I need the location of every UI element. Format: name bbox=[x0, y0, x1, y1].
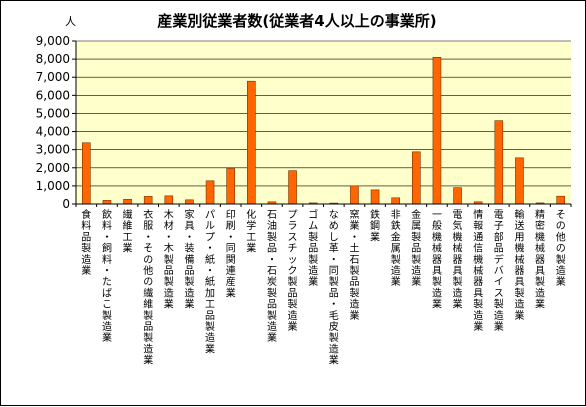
x-tick-label: 情報通信機械器具製造業 bbox=[473, 208, 483, 333]
y-tick-label: 7,000 bbox=[36, 70, 70, 84]
x-tick-label: 窯業・土石製品製造業 bbox=[349, 208, 359, 322]
y-tick-label: 8,000 bbox=[36, 52, 70, 66]
x-tick-label: ゴム製品製造業 bbox=[308, 208, 318, 288]
bar bbox=[185, 199, 194, 205]
y-tick-label: 6,000 bbox=[36, 88, 70, 102]
x-tick-label: なめし革・同製品・毛皮製造業 bbox=[329, 209, 339, 367]
y-tick-label: 3,000 bbox=[36, 143, 70, 157]
y-unit-label: 人 bbox=[65, 15, 76, 28]
x-tick-label: 家具・装備品製造業 bbox=[184, 208, 194, 311]
x-tick-label: 石油製品・石炭製品製造業 bbox=[267, 210, 277, 344]
bar bbox=[102, 200, 112, 205]
bar bbox=[82, 142, 91, 205]
x-tick-label: 食料品製造業 bbox=[81, 208, 91, 277]
x-tick-label: 電子部品デバイス製造業 bbox=[494, 209, 504, 333]
y-tick-label: 5,000 bbox=[36, 106, 70, 120]
bar bbox=[226, 168, 235, 205]
bar bbox=[247, 80, 256, 205]
x-tick-label: 輸送用機械器具製造業 bbox=[514, 208, 524, 322]
bar bbox=[205, 180, 215, 205]
x-tick-label: パルプ・紙・紙加工品製造業 bbox=[205, 209, 215, 355]
bar bbox=[350, 185, 359, 205]
bar bbox=[453, 187, 462, 205]
bar bbox=[515, 157, 524, 205]
x-tick-label: 衣服・その他の繊維製品製造業 bbox=[143, 208, 153, 367]
y-tick-label: 2,000 bbox=[36, 161, 70, 175]
bar bbox=[143, 196, 153, 205]
bar bbox=[288, 170, 297, 205]
x-tick-label: 金属製品製造業 bbox=[411, 208, 421, 288]
x-tick-label: その他の製造業 bbox=[556, 209, 566, 288]
bar bbox=[123, 198, 132, 205]
x-tick-label: 非鉄金属製造業 bbox=[391, 209, 401, 288]
bar bbox=[164, 195, 174, 205]
bar bbox=[412, 151, 421, 205]
x-tick-label: 印刷・同関連産業 bbox=[226, 209, 236, 299]
y-tick-label: 1,000 bbox=[36, 179, 70, 193]
x-tick-label: 繊維工業 bbox=[123, 208, 133, 255]
chart-title: 産業別従業者数(従業者4人以上の事業所) bbox=[157, 12, 436, 30]
bar bbox=[556, 195, 565, 205]
x-tick-label: 木材・木製品製造業 bbox=[164, 209, 174, 311]
bar bbox=[370, 189, 380, 205]
x-tick-label: プラスチック製品製造業 bbox=[288, 209, 298, 333]
x-tick-label: 飲料・飼料・たばこ製造業 bbox=[102, 208, 112, 344]
bar bbox=[391, 197, 400, 205]
x-tick-label: 一般機械器具製造業 bbox=[432, 210, 442, 311]
y-tick-label: 0 bbox=[62, 197, 70, 211]
plot-area: 0 1,000 2,000 3,000 4,000 5,000 6,000 7,000 8,00… bbox=[36, 34, 572, 367]
x-tick-label: 化学工業 bbox=[246, 208, 256, 255]
bar bbox=[494, 120, 504, 205]
bar bbox=[432, 56, 442, 205]
x-tick-label: 電気機械器具製造業 bbox=[453, 209, 463, 311]
x-tick-label: 鉄鋼業 bbox=[370, 208, 380, 243]
plot-background bbox=[76, 41, 571, 204]
y-tick-label: 9,000 bbox=[36, 34, 70, 48]
y-tick-label: 4,000 bbox=[36, 125, 70, 139]
x-tick-label: 精密機械器具製造業 bbox=[535, 208, 545, 311]
